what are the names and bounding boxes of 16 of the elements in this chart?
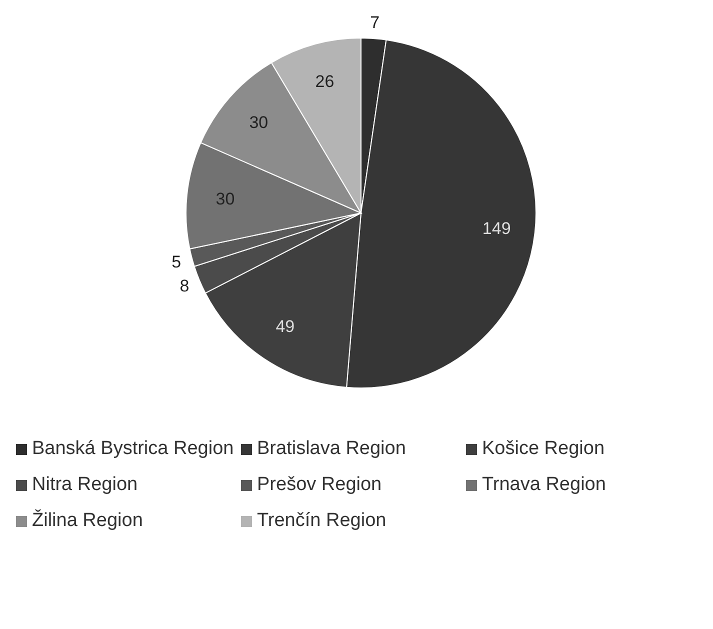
data-label: 5 [172, 252, 182, 272]
legend-label: Banská Bystrica Region [32, 438, 234, 460]
data-label: 30 [216, 189, 235, 208]
legend-label: Bratislava Region [257, 438, 406, 460]
data-label: 30 [249, 113, 268, 132]
data-label: 26 [315, 72, 334, 91]
data-label: 7 [370, 13, 380, 32]
legend-label: Žilina Region [32, 510, 143, 532]
data-label: 49 [276, 316, 295, 336]
legend-label: Prešov Region [257, 474, 382, 496]
data-label: 8 [180, 276, 190, 296]
legend-label: Nitra Region [32, 474, 138, 496]
legend-label: Trenčín Region [257, 510, 386, 532]
legend-label: Košice Region [482, 438, 605, 460]
data-label: 149 [482, 218, 511, 238]
legend-label: Trnava Region [482, 474, 606, 496]
